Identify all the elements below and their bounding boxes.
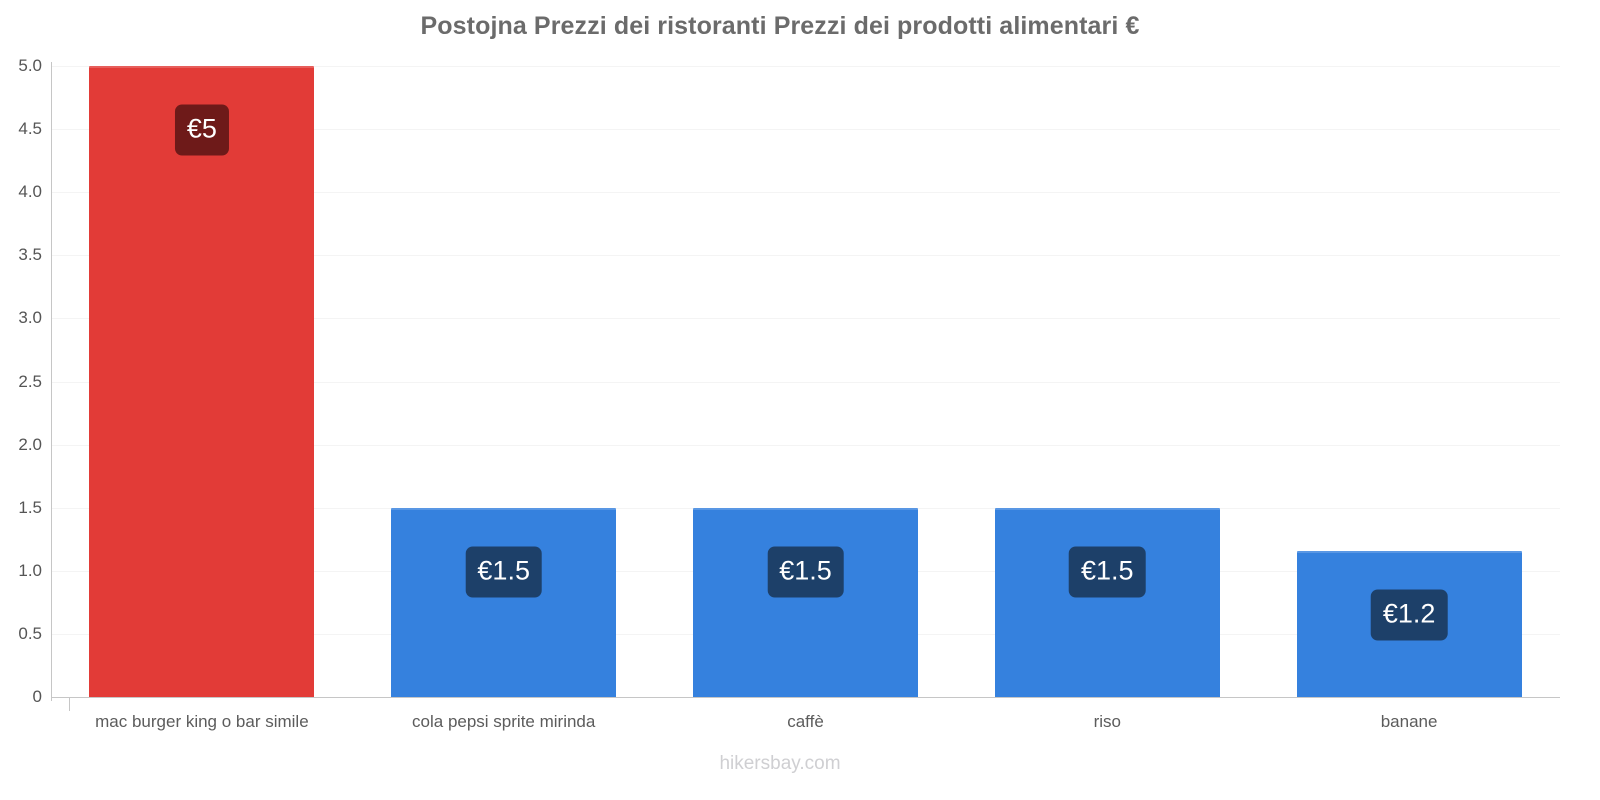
bar-value-label: €1.2: [1370, 589, 1448, 641]
y-axis-line: [51, 62, 52, 701]
grid-line: [51, 255, 1560, 257]
x-axis-category-label: mac burger king o bar simile: [95, 712, 309, 731]
x-axis-category-label: cola pepsi sprite mirinda: [412, 712, 596, 731]
y-axis-tick-label: 0: [32, 687, 42, 706]
y-axis-tick-label: 4.0: [18, 182, 42, 202]
bar-top-highlight: [1296, 550, 1522, 553]
x-axis-category-label: banane: [1380, 712, 1438, 731]
bar[interactable]: [693, 507, 918, 697]
bar-top-highlight: [693, 507, 918, 510]
grid-line: [51, 381, 1560, 383]
y-axis-tick-label: 2.0: [18, 434, 42, 454]
chart-title: Postojna Prezzi dei ristoranti Prezzi de…: [420, 12, 1140, 40]
x-axis-tick-mark: [69, 697, 70, 711]
bar[interactable]: [391, 507, 617, 697]
plot-area: [51, 66, 1560, 698]
bar-value-label: €5: [174, 104, 229, 156]
y-axis-tick-label: 3.0: [18, 308, 42, 328]
y-axis-tick-label: 1.5: [18, 497, 42, 517]
bar-top-highlight: [89, 66, 315, 68]
y-axis-tick-label: 5.0: [18, 56, 42, 75]
bar[interactable]: [994, 507, 1220, 697]
y-axis-tick-label: 1.0: [18, 560, 42, 580]
y-axis-tick-label: 0.5: [18, 623, 42, 643]
bar[interactable]: [89, 66, 315, 697]
bar-top-highlight: [391, 507, 617, 510]
bar-top-highlight: [994, 507, 1220, 510]
grid-line: [51, 192, 1560, 194]
footer-credit: hikersbay.com: [719, 753, 841, 774]
grid-line: [51, 318, 1560, 320]
bar-value-label: €1.5: [465, 546, 542, 598]
grid-line: [51, 66, 1560, 67]
grid-line: [51, 444, 1560, 446]
grid-line: [51, 129, 1560, 131]
x-axis-category-label: riso: [1093, 712, 1121, 731]
y-axis-tick-label: 3.5: [18, 245, 42, 265]
y-axis-tick-label: 4.5: [18, 119, 42, 139]
x-axis-category-label: caffè: [787, 712, 824, 731]
x-axis-line: [51, 697, 1560, 698]
bar-value-label: €1.5: [767, 546, 844, 598]
y-axis-tick-label: 2.5: [18, 371, 42, 391]
bar-value-label: €1.5: [1069, 546, 1146, 598]
